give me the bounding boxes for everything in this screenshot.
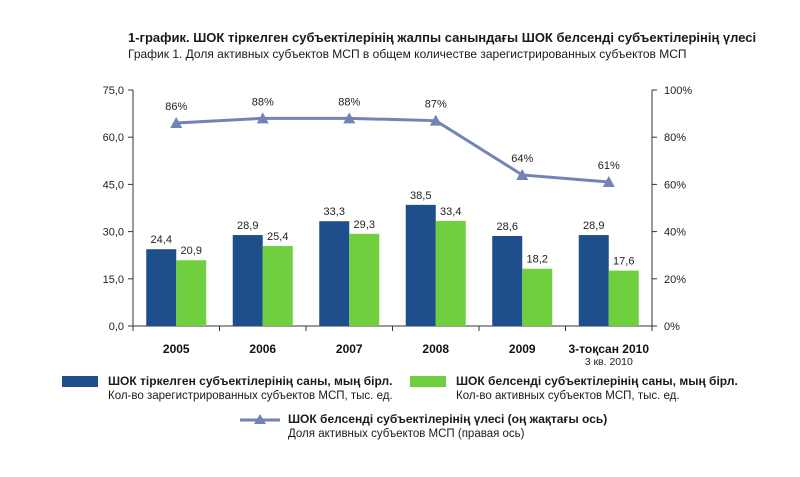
share-line xyxy=(176,116,609,184)
bar-value-label: 18,2 xyxy=(527,254,548,266)
legend-sublabel-registered: Кол-во зарегистрированных субъектов МСП,… xyxy=(108,390,393,402)
right-tick-label: 60% xyxy=(664,179,686,191)
bar-active xyxy=(262,246,293,326)
share-point xyxy=(429,114,442,126)
share-value-label: 86% xyxy=(165,101,187,113)
chart-subtitle: График 1. Доля активных субъектов МСП в … xyxy=(128,47,687,61)
left-tick-label: 45,0 xyxy=(103,179,124,191)
left-tick-label: 0,0 xyxy=(109,321,124,333)
bar-active xyxy=(522,268,553,326)
chart-title: 1-график. ШОК тіркелген субъектілерінің … xyxy=(128,30,757,45)
legend-sublabel-share: Доля активных субъектов МСП (правая ось) xyxy=(288,428,525,440)
right-tick-label: 0% xyxy=(664,321,680,333)
share-value-label: 61% xyxy=(598,160,620,172)
legend-item-share: ШОК белсенді субъектілерінің үлесі (оң ж… xyxy=(238,412,607,440)
bar-registered xyxy=(492,236,523,326)
legend-swatch-active xyxy=(410,376,446,387)
x-tick-label: 2009 xyxy=(509,342,536,356)
bar-value-label: 24,4 xyxy=(151,234,172,246)
right-tick-label: 40% xyxy=(664,227,686,239)
left-tick-label: 60,0 xyxy=(103,132,124,144)
bar-active xyxy=(176,260,207,326)
bar-value-label: 28,9 xyxy=(583,220,604,232)
x-tick-label: 2005 xyxy=(163,342,190,356)
legend-label-active: ШОК белсенді субъектілерінің саны, мың б… xyxy=(456,374,738,388)
share-value-label: 88% xyxy=(252,96,274,108)
legend-item-active: ШОК белсенді субъектілерінің саны, мың б… xyxy=(410,374,738,402)
bar-value-label: 25,4 xyxy=(267,231,288,243)
right-tick-label: 100% xyxy=(664,85,692,97)
bar-registered xyxy=(232,235,263,326)
bar-registered xyxy=(319,221,350,326)
bar-registered xyxy=(405,204,436,326)
x-tick-label: 2008 xyxy=(422,342,449,356)
x-tick-sublabel: 3 кв. 2010 xyxy=(585,356,633,368)
x-tick-label: 3-тоқсан 2010 xyxy=(569,342,650,356)
bar-value-label: 28,9 xyxy=(237,220,258,232)
left-tick-label: 30,0 xyxy=(103,227,124,239)
bar-value-label: 17,6 xyxy=(613,256,634,268)
legend-line-marker xyxy=(240,414,280,424)
legend-label-registered: ШОК тіркелген субъектілерінің саны, мың … xyxy=(108,374,393,388)
bar-active xyxy=(435,220,466,326)
bar-active xyxy=(349,233,380,326)
share-point xyxy=(256,112,269,124)
bar-value-label: 33,4 xyxy=(440,206,461,218)
left-tick-label: 75,0 xyxy=(103,85,124,97)
right-tick-label: 20% xyxy=(664,274,686,286)
share-point xyxy=(170,117,183,129)
bar-active xyxy=(608,270,639,326)
share-point xyxy=(343,112,356,124)
share-point xyxy=(516,168,529,180)
x-tick-label: 2007 xyxy=(336,342,363,356)
right-tick-label: 80% xyxy=(664,132,686,144)
bar-registered xyxy=(578,235,609,326)
legend-sublabel-active: Кол-во активных субъектов МСП, тыс. ед. xyxy=(456,390,680,402)
bar-value-label: 20,9 xyxy=(181,245,202,257)
x-tick-label: 2006 xyxy=(249,342,276,356)
legend-label-share: ШОК белсенді субъектілерінің үлесі (оң ж… xyxy=(288,412,608,426)
share-point xyxy=(602,176,615,188)
legend-item-registered: ШОК тіркелген субъектілерінің саны, мың … xyxy=(62,374,393,402)
share-value-label: 64% xyxy=(511,153,533,165)
share-value-label: 87% xyxy=(425,99,447,111)
bar-registered xyxy=(146,249,177,326)
share-value-label: 88% xyxy=(338,96,360,108)
legend-swatch-registered xyxy=(62,376,98,387)
left-tick-label: 15,0 xyxy=(103,274,124,286)
bar-value-label: 33,3 xyxy=(324,206,345,218)
bar-value-label: 29,3 xyxy=(354,219,375,231)
bar-value-label: 38,5 xyxy=(410,190,431,202)
bar-value-label: 28,6 xyxy=(497,221,518,233)
